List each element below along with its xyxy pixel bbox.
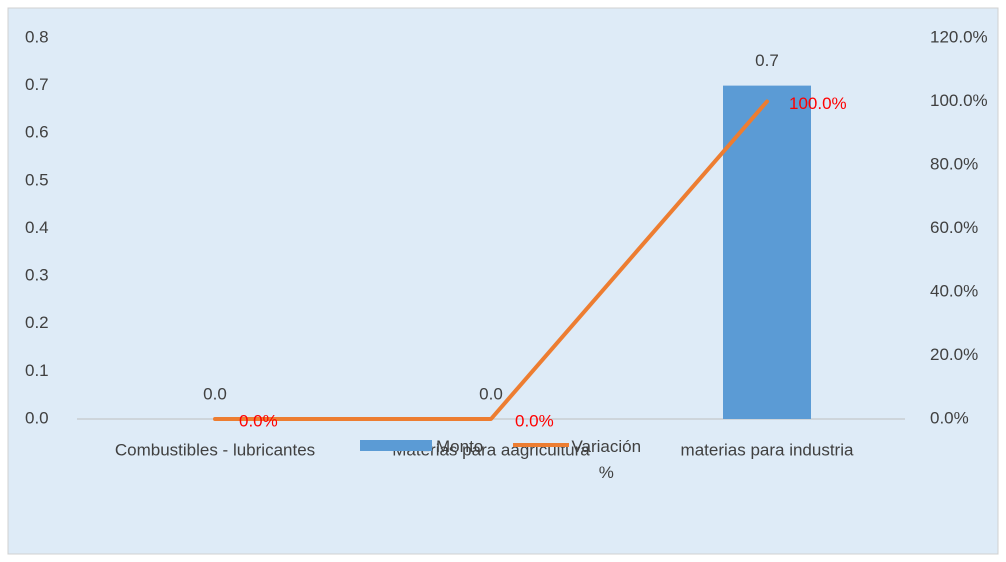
y-tick-label: 0.5 bbox=[25, 170, 49, 189]
line-value-label: 0.0% bbox=[239, 411, 278, 430]
legend-label: Monto bbox=[436, 437, 484, 456]
y-tick-label: 0.4 bbox=[25, 218, 49, 237]
legend-swatch bbox=[360, 440, 432, 451]
bar bbox=[723, 85, 811, 419]
line-value-label: 100.0% bbox=[789, 94, 847, 113]
y-tick-label: 0.8 bbox=[25, 27, 49, 46]
x-tick-label: materias para industria bbox=[681, 440, 854, 459]
y2-tick-label: 100.0% bbox=[930, 91, 988, 110]
bar-value-label: 0.7 bbox=[755, 51, 779, 70]
y-tick-label: 0.6 bbox=[25, 123, 49, 142]
y-tick-label: 0.3 bbox=[25, 266, 49, 285]
legend-swatch bbox=[513, 443, 570, 447]
y-tick-label: 0.2 bbox=[25, 313, 49, 332]
bar-value-label: 0.0 bbox=[203, 384, 227, 403]
y-tick-label: 0.0 bbox=[25, 408, 49, 427]
y2-tick-label: 120.0% bbox=[930, 27, 988, 46]
y2-tick-label: 20.0% bbox=[930, 345, 978, 364]
y2-tick-label: 80.0% bbox=[930, 154, 978, 173]
line bbox=[213, 99, 769, 421]
bar-value-label: 0.0 bbox=[479, 384, 503, 403]
y2-tick-label: 0.0% bbox=[930, 408, 969, 427]
y2-tick-label: 40.0% bbox=[930, 281, 978, 300]
x-tick-label: Combustibles - lubricantes bbox=[115, 440, 315, 459]
y-tick-label: 0.7 bbox=[25, 75, 49, 94]
y-tick-label: 0.1 bbox=[25, 361, 49, 380]
y2-tick-label: 60.0% bbox=[930, 218, 978, 237]
chart-background bbox=[7, 7, 999, 555]
legend-item: Monto bbox=[360, 434, 503, 460]
legend: Monto Variación % bbox=[360, 434, 651, 486]
legend-item: Variación % bbox=[513, 434, 641, 486]
legend-label: Variación % bbox=[571, 437, 642, 482]
line-value-label: 0.0% bbox=[515, 411, 554, 430]
